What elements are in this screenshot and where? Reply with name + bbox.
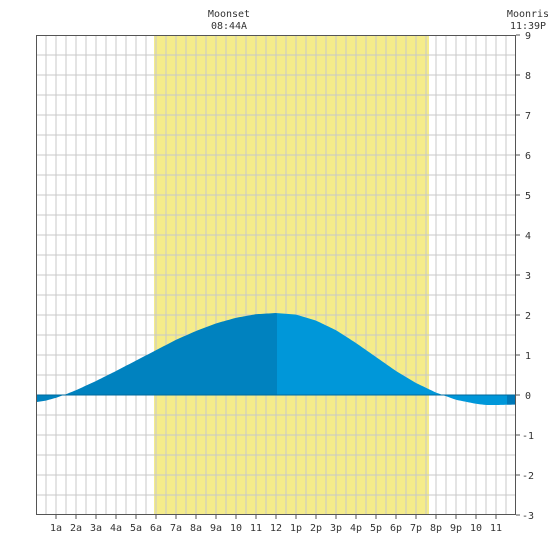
x-tick-label: 5p	[370, 523, 382, 534]
y-tick-label: 2	[525, 311, 531, 322]
tide-area-layer	[36, 313, 516, 405]
grid-layer	[36, 35, 516, 515]
x-tick-label: 7p	[410, 523, 422, 534]
y-tick-label: 7	[525, 111, 531, 122]
axes-layer	[36, 34, 520, 519]
x-tick-label: 11	[250, 523, 262, 534]
x-tick-label: 10	[230, 523, 242, 534]
y-tick-label: 8	[525, 71, 531, 82]
y-tick-label: 6	[525, 151, 531, 162]
x-tick-label: 2a	[70, 523, 82, 534]
x-tick-label: 3p	[330, 523, 342, 534]
x-tick-label: 9p	[450, 523, 462, 534]
y-tick-label: 4	[525, 231, 531, 242]
x-tick-label: 5a	[130, 523, 142, 534]
x-tick-label: 4a	[110, 523, 122, 534]
y-tick-label: 1	[525, 351, 531, 362]
x-tick-label: 6p	[390, 523, 402, 534]
tick-label-layer: 1a 2a 3a 4a 5a 6a 7a 8a 9a 10 11 12 1p 2p 3p 4p 5p 6p 7p 8p…	[50, 31, 534, 534]
y-tick-label: -1	[522, 431, 534, 442]
x-tick-label: 8a	[190, 523, 202, 534]
x-tick-label: 8p	[430, 523, 442, 534]
y-tick-label: 0	[525, 391, 531, 402]
moonset-label: Moonset	[208, 9, 250, 20]
x-tick-label: 10	[470, 523, 482, 534]
x-tick-label: 11	[490, 523, 502, 534]
x-tick-label: 2p	[310, 523, 322, 534]
y-tick-label: 3	[525, 271, 531, 282]
moonrise-label: Moonris	[507, 9, 549, 20]
moonset-time: 08:44A	[211, 21, 247, 32]
plot-frame	[36, 35, 516, 515]
x-tick-label: 6a	[150, 523, 162, 534]
y-tick-label: 5	[525, 191, 531, 202]
y-tick-label: -3	[522, 511, 534, 522]
tide-area-late-night	[507, 395, 516, 405]
x-tick-label: 1a	[50, 523, 62, 534]
x-tick-label: 3a	[90, 523, 102, 534]
x-tick-label: 4p	[350, 523, 362, 534]
tide-area-rising	[36, 313, 277, 403]
moonrise-time: 11:39P	[510, 21, 546, 32]
x-tick-label: 12	[270, 523, 282, 534]
tide-area-falling	[277, 313, 507, 405]
x-tick-label: 7a	[170, 523, 182, 534]
x-tick-label: 9a	[210, 523, 222, 534]
x-tick-label: 1p	[290, 523, 302, 534]
y-tick-label: 9	[525, 31, 531, 42]
y-tick-label: -2	[522, 471, 534, 482]
